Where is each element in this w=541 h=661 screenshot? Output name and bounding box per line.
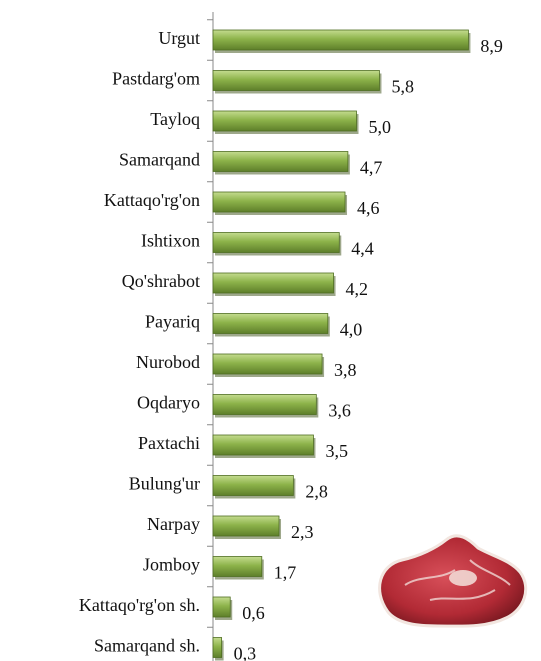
bar bbox=[213, 111, 357, 131]
value-label: 1,7 bbox=[274, 563, 297, 583]
category-label: Payariq bbox=[145, 312, 200, 332]
value-label: 3,5 bbox=[325, 441, 348, 461]
value-label: 4,0 bbox=[340, 320, 363, 340]
bar bbox=[213, 638, 222, 658]
value-label: 8,9 bbox=[480, 36, 503, 56]
value-label: 4,4 bbox=[351, 239, 374, 259]
category-label: Samarqand bbox=[119, 150, 200, 170]
category-label: Kattaqo'rg'on sh. bbox=[79, 595, 200, 615]
category-label: Tayloq bbox=[150, 109, 200, 129]
category-label: Kattaqo'rg'on bbox=[104, 190, 200, 210]
bar bbox=[213, 516, 279, 536]
bar bbox=[213, 71, 379, 91]
bar bbox=[213, 273, 334, 293]
value-label: 5,0 bbox=[369, 117, 392, 137]
bar bbox=[213, 314, 328, 334]
category-label: Jomboy bbox=[143, 555, 200, 575]
bar bbox=[213, 30, 468, 50]
value-label: 2,3 bbox=[291, 522, 314, 542]
chart: Urgut 8,9 Pastdarg'om 5,8 Tayloq 5,0 Samarqand… bbox=[0, 0, 541, 661]
category-label: Narpay bbox=[147, 514, 200, 534]
value-label: 4,6 bbox=[357, 198, 380, 218]
value-label: 4,2 bbox=[346, 279, 369, 299]
bar bbox=[213, 476, 293, 496]
value-label: 4,7 bbox=[360, 158, 383, 178]
meat-image bbox=[380, 536, 526, 626]
value-label: 2,8 bbox=[305, 482, 328, 502]
bar bbox=[213, 597, 230, 617]
bar bbox=[213, 152, 348, 172]
category-label: Urgut bbox=[158, 28, 200, 48]
category-label: Paxtachi bbox=[138, 433, 200, 453]
bar bbox=[213, 192, 345, 212]
category-label: Samarqand sh. bbox=[94, 636, 200, 656]
bar bbox=[213, 435, 313, 455]
category-label: Bulung'ur bbox=[129, 474, 200, 494]
category-label: Pastdarg'om bbox=[112, 69, 200, 89]
category-label: Nurobod bbox=[136, 352, 200, 372]
category-label: Oqdaryo bbox=[137, 393, 200, 413]
bar bbox=[213, 233, 339, 253]
bar bbox=[213, 354, 322, 374]
value-label: 5,8 bbox=[391, 77, 414, 97]
bar bbox=[213, 395, 316, 415]
category-label: Qo'shrabot bbox=[122, 271, 200, 291]
bar bbox=[213, 557, 262, 577]
value-label: 3,6 bbox=[328, 401, 351, 421]
value-label: 0,3 bbox=[234, 644, 256, 661]
value-label: 3,8 bbox=[334, 360, 357, 380]
value-label: 0,6 bbox=[242, 603, 265, 623]
category-label: Ishtixon bbox=[141, 231, 200, 251]
